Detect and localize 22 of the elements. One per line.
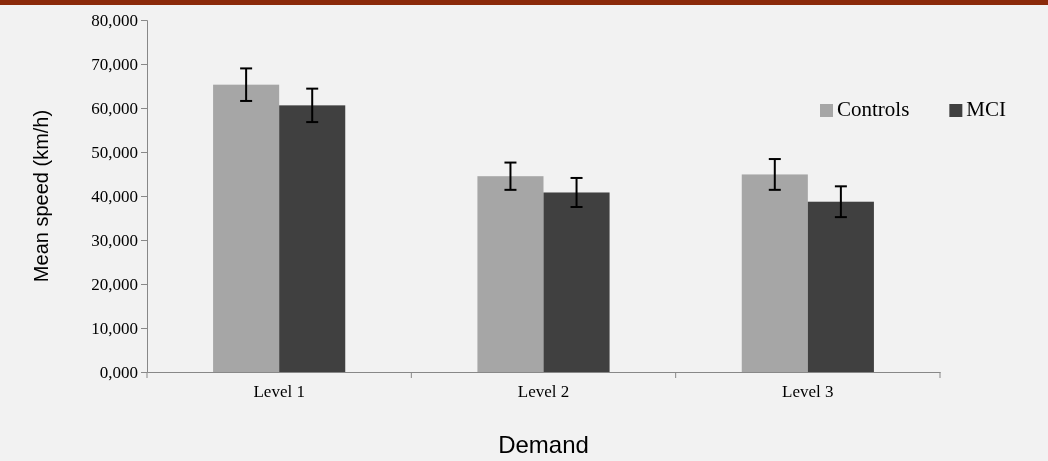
y-tick-label: 20,000 <box>91 274 138 294</box>
bar <box>279 105 346 372</box>
bar <box>213 84 280 372</box>
y-tick-label: 50,000 <box>91 142 138 162</box>
x-tick-label: Level 2 <box>517 382 570 402</box>
bar <box>543 192 610 372</box>
y-axis-title: Mean speed (km/h) <box>30 109 52 283</box>
y-tick-label: 10,000 <box>91 318 138 338</box>
bar <box>807 201 874 372</box>
bar <box>741 174 808 372</box>
y-tick-label: 0,000 <box>99 362 138 382</box>
y-tick-label: 70,000 <box>91 54 138 74</box>
y-tick-label: 40,000 <box>91 186 138 206</box>
y-tick-label: 60,000 <box>91 98 138 118</box>
legend-label: Controls <box>837 97 910 121</box>
y-tick-label: 80,000 <box>91 10 138 30</box>
x-tick-label: Level 1 <box>253 382 305 402</box>
x-axis-title: Demand <box>498 431 589 458</box>
legend-label: MCI <box>966 97 1007 121</box>
y-tick-label: 30,000 <box>91 230 138 250</box>
x-tick-label: Level 3 <box>782 382 834 402</box>
bar <box>477 176 544 372</box>
